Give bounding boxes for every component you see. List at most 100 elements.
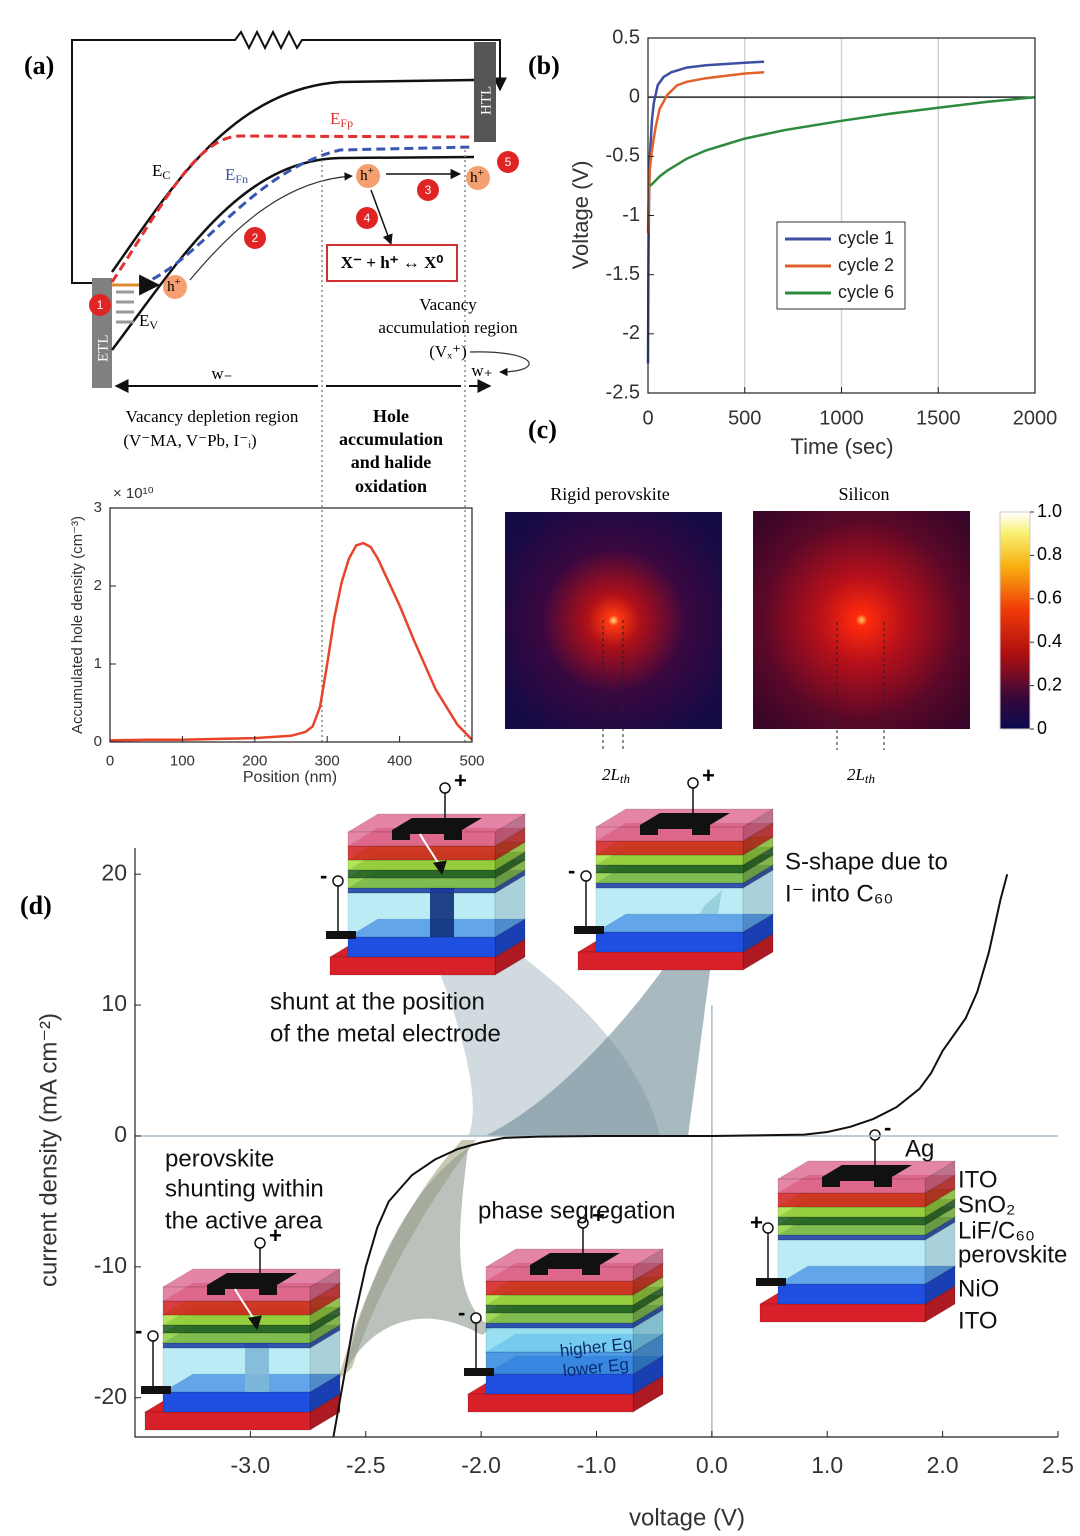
- circuit-arrows: [71, 39, 500, 180]
- layer-front: [595, 854, 744, 866]
- length-label: 2Lth: [602, 765, 630, 786]
- x-tick-label: 100: [170, 752, 195, 769]
- efp-label: EFp: [330, 109, 353, 130]
- terminal-sign: -: [135, 1318, 142, 1343]
- y-tick-label: 0: [94, 733, 102, 750]
- x-tick-label: 0.0: [696, 1452, 728, 1478]
- trap-states: [116, 290, 134, 324]
- y-tick-label: 3: [94, 499, 102, 516]
- hole-region: Hole: [373, 406, 409, 426]
- terminal: [580, 870, 592, 882]
- y-tick-label: 10: [101, 990, 127, 1016]
- devices: + - + - + - + - - +: [135, 763, 957, 1431]
- panel-labels: (a) (b) (c) (d): [20, 51, 560, 920]
- layer-front: [347, 877, 496, 889]
- oxidation-arrow: [370, 189, 393, 245]
- colorbar-tick-label: 0.8: [1037, 544, 1062, 564]
- x-tick-label: 200: [242, 752, 267, 769]
- terminal-wire: [152, 1247, 261, 1386]
- terminal: [577, 1217, 589, 1229]
- electrode: [207, 1273, 297, 1295]
- vacancy-region: (Vₓ⁺): [429, 342, 467, 361]
- x-tick-label: -2.5: [346, 1452, 386, 1478]
- terminal-sign: -: [568, 858, 575, 883]
- layer-front: [777, 1234, 926, 1241]
- layer-front: [485, 1373, 634, 1395]
- heatmap-panel: Rigid perovskite Silicon 2Lth 2Lth 0 0.2 0…: [505, 484, 1062, 786]
- annotation: phase segregation: [478, 1197, 675, 1224]
- plot-frame: [109, 507, 473, 743]
- htl-label: HTL: [478, 86, 494, 115]
- layer-front: [144, 1411, 311, 1431]
- annotation: perovskite: [165, 1145, 274, 1172]
- terminal-wire: [767, 1139, 876, 1278]
- step-marker: [497, 151, 519, 173]
- legend-label: cycle 2: [838, 255, 894, 275]
- annotation: shunt at the position: [270, 988, 485, 1015]
- layer-front: [162, 1286, 311, 1302]
- connector: [485, 890, 722, 1136]
- htl: [474, 42, 496, 142]
- annotation: shunting within: [165, 1175, 324, 1202]
- layer-front: [485, 1304, 634, 1314]
- current-path: [419, 833, 447, 876]
- series-line: [646, 71, 765, 234]
- terminal-sign: +: [269, 1223, 282, 1248]
- heatmap-title: Rigid perovskite: [550, 484, 670, 504]
- hole-label: h+: [470, 167, 484, 187]
- colorbar-tick-label: 0.6: [1037, 588, 1062, 608]
- x-axis-label: Position (nm): [243, 769, 337, 786]
- hole: [163, 275, 187, 299]
- circuit: [71, 29, 501, 284]
- layer-front: [777, 1178, 926, 1194]
- ev-label: EV: [139, 311, 158, 332]
- y-axis-label: current density (mA cm⁻²): [35, 1013, 62, 1287]
- terminal: [762, 1222, 774, 1234]
- y-tick-label: 0: [629, 85, 640, 107]
- y-tick-label: -20: [94, 1383, 127, 1409]
- electrode: [392, 818, 482, 840]
- heatmap: [753, 511, 970, 729]
- annotation: Ag: [905, 1135, 934, 1162]
- annotation: S-shape due to: [785, 848, 948, 875]
- colorbar-tick-label: 0.2: [1037, 674, 1062, 694]
- layer-front: [347, 887, 496, 894]
- terminal: [470, 1312, 482, 1324]
- electrode: [822, 1165, 912, 1187]
- layer-front: [577, 951, 744, 971]
- annotation: NiO: [958, 1275, 999, 1302]
- current-path: [234, 1288, 262, 1331]
- hole-label: h+: [167, 276, 181, 296]
- layer-front: [595, 826, 744, 842]
- layer-front: [162, 1391, 311, 1413]
- y-axis-label: Voltage (V): [568, 161, 593, 270]
- layer-front: [347, 936, 496, 958]
- y-tick-label: 20: [101, 859, 127, 885]
- y-axis-label: Accumulated hole density (cm⁻³): [69, 516, 86, 734]
- panel-label: (b): [528, 51, 560, 80]
- chart: 0 500 1000 1500 2000 -2.5 -2 -1.5 -1 -0.5 0 0.5 Time…: [568, 26, 1057, 459]
- terminal-sign: -: [884, 1115, 891, 1140]
- axes: [134, 848, 1058, 1438]
- legend-label: cycle 6: [838, 282, 894, 302]
- x-tick-label: 0: [106, 752, 114, 769]
- contact: [326, 931, 356, 939]
- terminal-wire: [337, 792, 446, 931]
- contact: [464, 1368, 494, 1376]
- step-label: 2: [252, 231, 259, 245]
- depletion-region: Vacancy depletion region: [126, 407, 299, 426]
- step-marker: [89, 294, 111, 316]
- terminal-wire: [585, 787, 694, 926]
- layer-front: [162, 1332, 311, 1344]
- hole-region: and halide: [351, 452, 432, 472]
- band-diagram: ETL HTL h+ h+ h+ 1 2 3 4 5 X⁻ + h⁺ ↔ X⁰ …: [71, 29, 530, 745]
- layer-front: [595, 931, 744, 953]
- terminal: [332, 875, 344, 887]
- layer-front: [759, 1303, 926, 1323]
- x-tick-label: 500: [459, 752, 484, 769]
- vacancy-region: accumulation region: [378, 318, 518, 337]
- shunt-column: [430, 885, 454, 937]
- annotation: ITO: [958, 1166, 998, 1193]
- terminal-sign: +: [702, 763, 715, 788]
